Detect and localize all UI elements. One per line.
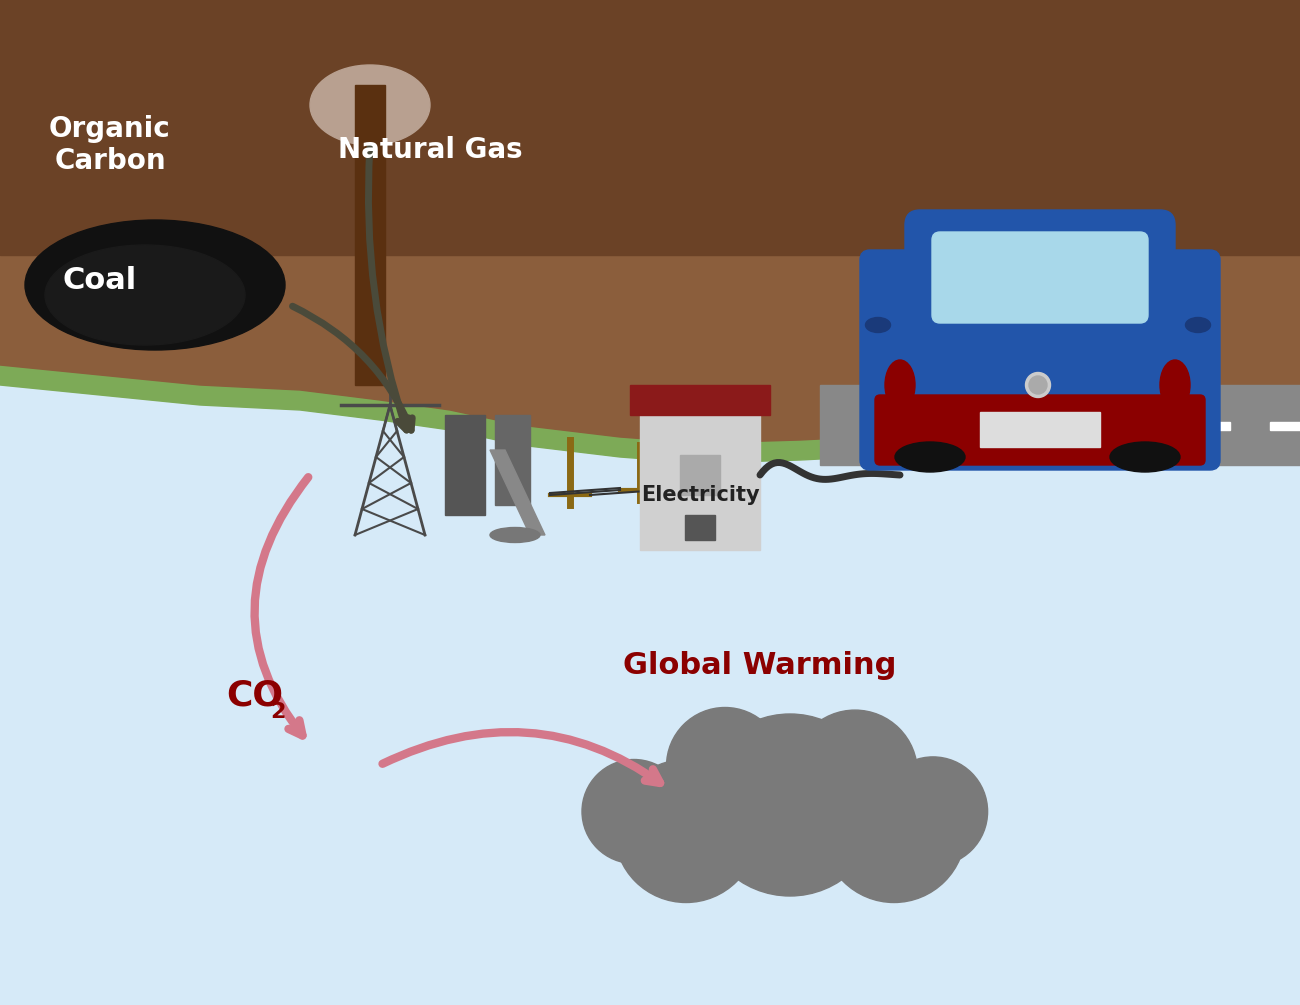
Circle shape [615,760,758,902]
Circle shape [879,757,988,866]
Ellipse shape [490,528,540,543]
Ellipse shape [1186,318,1210,333]
FancyBboxPatch shape [875,395,1205,465]
Text: Organic
Carbon: Organic Carbon [49,115,170,175]
FancyArrowPatch shape [382,732,660,783]
Ellipse shape [46,245,244,345]
FancyBboxPatch shape [905,210,1175,340]
Ellipse shape [866,318,891,333]
Polygon shape [0,0,1300,443]
Bar [1270,422,1300,430]
Bar [950,422,991,430]
Bar [1190,422,1230,430]
Circle shape [582,760,686,863]
Bar [870,422,910,430]
Bar [495,415,530,505]
Text: Global Warming: Global Warming [623,650,897,679]
Circle shape [793,711,918,835]
Text: Electricity: Electricity [641,485,759,505]
Bar [1110,422,1150,430]
Bar [445,415,485,515]
Circle shape [699,714,881,896]
FancyArrowPatch shape [292,307,412,430]
Text: Natural Gas: Natural Gas [338,136,523,164]
Text: Coal: Coal [62,265,136,294]
Bar [355,85,385,385]
Text: CO: CO [226,678,283,712]
Bar [980,412,1100,447]
Circle shape [823,760,966,902]
Bar [1030,422,1070,430]
Ellipse shape [885,360,915,410]
Polygon shape [490,450,545,535]
Bar [640,400,760,550]
Ellipse shape [894,442,965,472]
Bar [680,455,720,495]
Ellipse shape [1160,360,1190,410]
Polygon shape [0,0,1300,255]
FancyArrowPatch shape [255,477,308,736]
Text: 2: 2 [270,702,286,722]
Bar [630,385,770,415]
Bar [820,385,1300,465]
FancyArrowPatch shape [368,148,408,430]
Ellipse shape [1110,442,1180,472]
Circle shape [667,708,784,824]
Ellipse shape [309,65,430,145]
FancyBboxPatch shape [932,232,1148,323]
Bar [685,515,715,540]
Polygon shape [0,0,1300,463]
FancyBboxPatch shape [861,250,1219,470]
Ellipse shape [1030,376,1047,394]
Ellipse shape [1026,373,1050,398]
Ellipse shape [25,220,285,350]
